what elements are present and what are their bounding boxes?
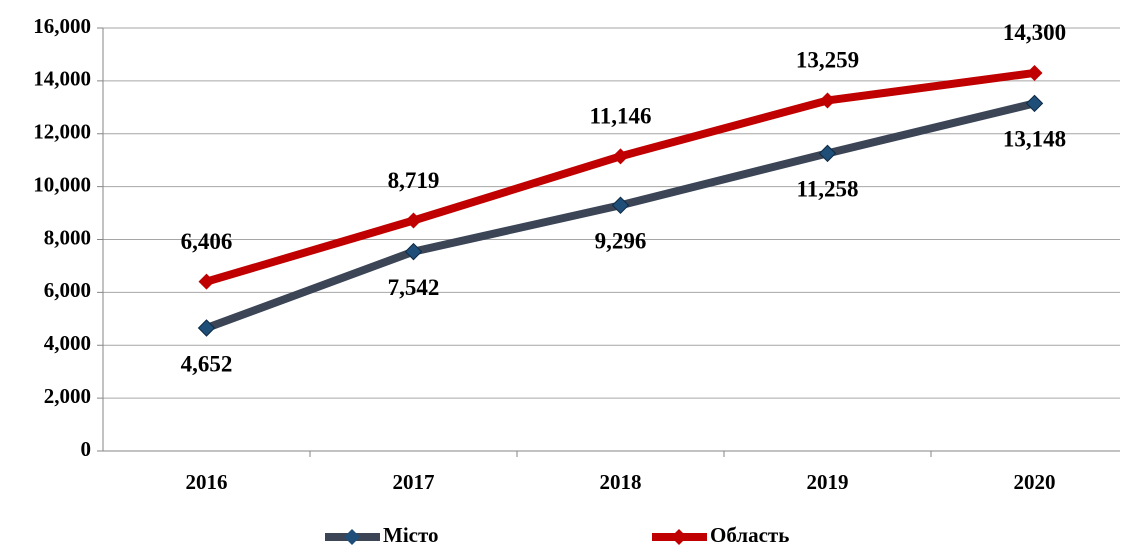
data-label: 6,406 — [181, 229, 233, 254]
series-line — [205, 99, 1036, 332]
marker — [404, 242, 423, 261]
data-label: 7,542 — [388, 275, 440, 300]
y-tick-label: 10,000 — [33, 172, 91, 196]
y-tick-label: 12,000 — [33, 120, 91, 144]
marker — [612, 148, 629, 165]
marker — [819, 92, 836, 109]
y-tick-label: 16,000 — [33, 14, 91, 38]
y-tick-label: 4,000 — [44, 331, 91, 355]
x-tick-label: 2017 — [393, 470, 435, 494]
data-label: 14,300 — [1003, 20, 1066, 45]
marker — [818, 144, 837, 163]
marker — [405, 212, 422, 229]
y-tick-label: 2,000 — [44, 384, 91, 408]
legend-label: Місто — [383, 523, 439, 547]
x-tick-label: 2019 — [807, 470, 849, 494]
y-tick-label: 0 — [81, 437, 92, 461]
data-label: 13,259 — [796, 48, 859, 73]
marker — [611, 196, 630, 214]
data-label: 4,652 — [181, 351, 233, 376]
data-label: 13,148 — [1003, 127, 1066, 152]
data-label: 11,146 — [590, 104, 652, 129]
marker — [197, 319, 216, 337]
legend-marker — [344, 529, 360, 545]
y-tick-label: 14,000 — [33, 67, 91, 91]
x-tick-label: 2020 — [1014, 470, 1056, 494]
data-label: 11,258 — [797, 177, 859, 202]
legend-label: Область — [710, 523, 789, 547]
y-tick-label: 8,000 — [44, 225, 91, 249]
marker — [198, 273, 215, 290]
y-tick-label: 6,000 — [44, 278, 91, 302]
marker — [1025, 94, 1044, 113]
marker — [1026, 64, 1043, 81]
x-tick-label: 2016 — [186, 470, 228, 494]
data-label: 9,296 — [595, 229, 647, 254]
data-label: 8,719 — [388, 168, 440, 193]
legend-marker — [671, 529, 687, 545]
x-tick-label: 2018 — [600, 470, 642, 494]
